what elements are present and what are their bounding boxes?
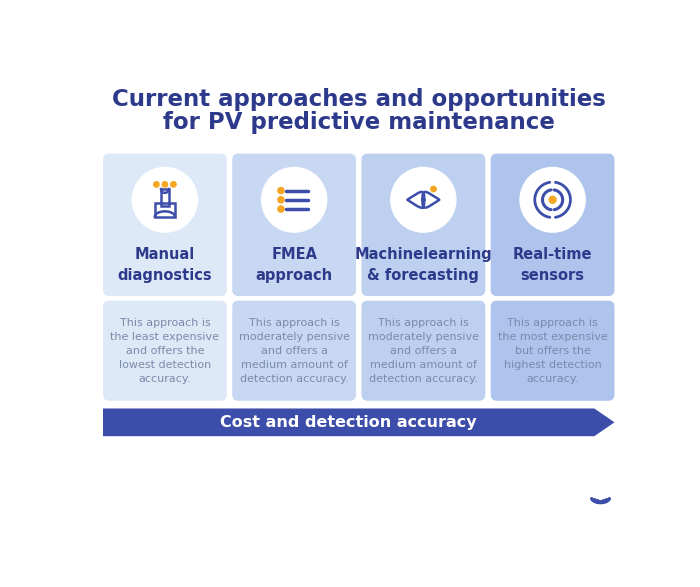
Circle shape — [391, 167, 456, 232]
Text: This approach is
moderately pensive
and offers a
medium amount of
detection accu: This approach is moderately pensive and … — [239, 318, 349, 384]
Text: Machinelearning
& forecasting: Machinelearning & forecasting — [354, 247, 492, 284]
FancyBboxPatch shape — [232, 154, 356, 296]
Circle shape — [171, 182, 176, 187]
Polygon shape — [103, 409, 615, 436]
Text: FMEA
approach: FMEA approach — [256, 247, 332, 284]
Circle shape — [520, 167, 585, 232]
FancyBboxPatch shape — [491, 154, 615, 296]
Circle shape — [549, 196, 556, 203]
FancyBboxPatch shape — [361, 154, 485, 296]
Text: Cost and detection accuracy: Cost and detection accuracy — [220, 415, 477, 430]
FancyBboxPatch shape — [103, 301, 227, 401]
Text: This approach is
the least expensive
and offers the
lowest detection
accuracy.: This approach is the least expensive and… — [111, 318, 219, 384]
Circle shape — [154, 182, 159, 187]
Text: Manual
diagnostics: Manual diagnostics — [118, 247, 212, 284]
FancyBboxPatch shape — [361, 301, 485, 401]
Circle shape — [132, 167, 197, 232]
Circle shape — [162, 182, 167, 187]
FancyBboxPatch shape — [232, 301, 356, 401]
Text: Real-time
sensors: Real-time sensors — [513, 247, 592, 284]
Circle shape — [278, 197, 284, 203]
Circle shape — [262, 167, 327, 232]
Text: This approach is
the most expensive
but offers the
highest detection
accuracy.: This approach is the most expensive but … — [498, 318, 608, 384]
Text: Current approaches and opportunities: Current approaches and opportunities — [112, 88, 606, 111]
FancyBboxPatch shape — [491, 301, 615, 401]
Circle shape — [430, 186, 436, 192]
Circle shape — [278, 187, 284, 194]
Text: for PV predictive maintenance: for PV predictive maintenance — [163, 112, 554, 134]
Text: This approach is
moderately pensive
and offers a
medium amount of
detection accu: This approach is moderately pensive and … — [368, 318, 479, 384]
FancyBboxPatch shape — [103, 154, 227, 296]
Circle shape — [278, 206, 284, 212]
